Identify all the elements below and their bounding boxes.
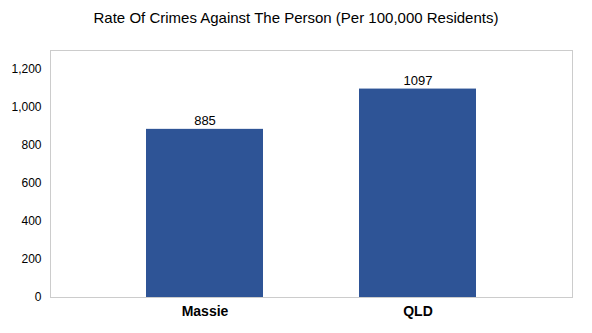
svg-text:1,200: 1,200 <box>11 62 41 76</box>
html-text:Rate Of Crimes Against The Per: Rate Of Crimes Against The Person (Per 1… <box>93 9 499 26</box>
svg-text:1,000: 1,000 <box>11 100 41 114</box>
svg-text:400: 400 <box>21 214 41 228</box>
svg-text:1097: 1097 <box>404 73 433 88</box>
svg-text:885: 885 <box>194 113 216 128</box>
svg-text:600: 600 <box>21 176 41 190</box>
svg-text:Massie: Massie <box>182 303 229 319</box>
svg-text:0: 0 <box>35 290 42 304</box>
svg-text:QLD: QLD <box>403 303 433 319</box>
svg-text:200: 200 <box>21 252 41 266</box>
svg-text:800: 800 <box>21 138 41 152</box>
